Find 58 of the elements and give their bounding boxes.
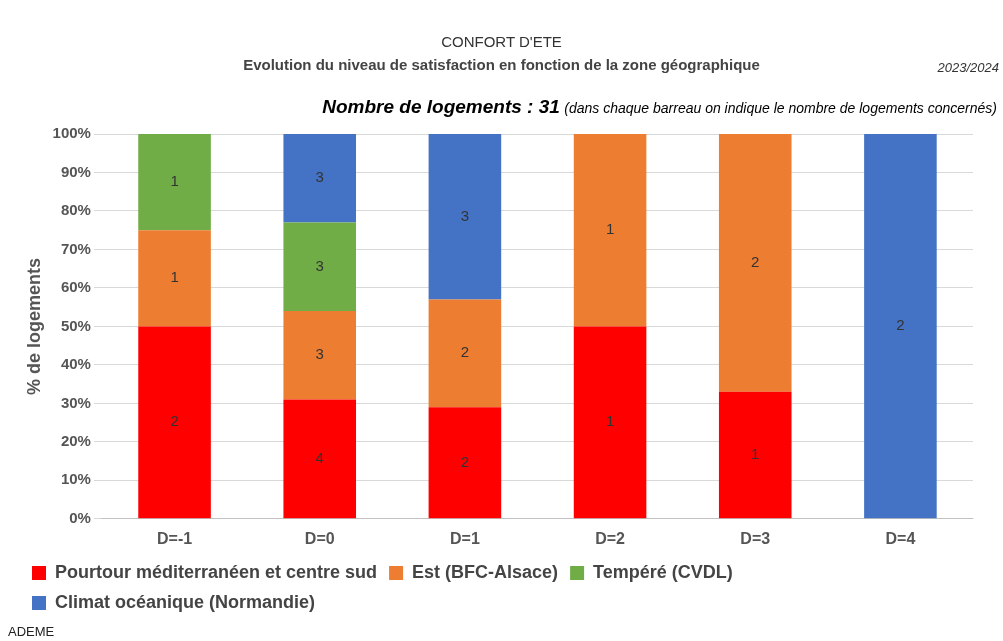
annotation: 1 <box>170 172 179 190</box>
y-tick-label: 60% <box>60 278 91 296</box>
bar <box>428 407 502 519</box>
text: ADEME <box>8 624 55 639</box>
bar <box>428 299 502 408</box>
x-tick-label: D=-1 <box>156 529 193 547</box>
annotation: 2 <box>460 343 470 361</box>
bar <box>283 311 357 400</box>
x-tick-label: D=1 <box>450 529 480 547</box>
bar <box>283 134 357 223</box>
x-tick-label: D=4 <box>885 529 916 547</box>
text: Nombre de logements : 31 <box>322 96 560 117</box>
annotation: 3 <box>315 256 324 274</box>
bar <box>573 326 647 519</box>
y-tick-label: 10% <box>60 470 91 488</box>
y-tick-label: 40% <box>60 355 91 373</box>
chart-title: CONFORT D'ETE <box>440 33 563 50</box>
x-tick-label: D=3 <box>740 529 771 547</box>
annotation: 2 <box>751 253 760 271</box>
annotation: 2 <box>896 316 905 334</box>
legend-label: Est (BFC-Alsace) <box>412 561 559 582</box>
y-axis-title: % de logements <box>23 257 44 395</box>
bar <box>718 134 792 392</box>
annotation: 2 <box>170 412 179 430</box>
y-tick-label: 70% <box>60 239 91 257</box>
annotation: 3 <box>315 168 324 186</box>
bar <box>573 134 647 327</box>
bar <box>718 391 792 519</box>
bar <box>283 399 357 519</box>
legend-label: Pourtour méditerranéen et centre sud <box>55 561 378 582</box>
bar <box>283 222 357 312</box>
x-tick-label: D=2 <box>595 529 626 547</box>
annotation: 1 <box>605 220 615 238</box>
bar <box>428 134 502 300</box>
y-tick-label: 20% <box>60 431 91 449</box>
y-tick-label: 80% <box>60 201 91 219</box>
text: 2023/2024 <box>937 60 999 75</box>
annotation: 1 <box>751 445 760 463</box>
y-tick-label: 100% <box>52 124 91 142</box>
legend-label: Climat océanique (Normandie) <box>55 591 316 612</box>
chart-subtitle: Evolution du niveau de satisfaction en fonction de la zone géographique <box>243 56 760 73</box>
annotation: 1 <box>170 268 179 286</box>
y-tick-label: 30% <box>60 393 91 411</box>
x-tick-label: D=0 <box>304 529 335 547</box>
annotation: 4 <box>315 449 324 467</box>
y-tick-label: 90% <box>60 162 91 180</box>
bar <box>138 134 211 231</box>
legend-label: Tempéré (CVDL) <box>593 561 733 582</box>
annotation: 3 <box>315 345 324 363</box>
text: (dans chaque barreau on indique le nombre de logements concernés) <box>564 100 997 116</box>
annotation: 3 <box>460 206 470 224</box>
bar <box>864 134 937 519</box>
annotation: 1 <box>605 412 615 430</box>
annotation: 2 <box>460 452 470 470</box>
y-tick-label: 50% <box>60 316 91 334</box>
y-tick-label: 0% <box>69 508 91 526</box>
bar <box>138 326 211 519</box>
bar <box>138 230 211 327</box>
